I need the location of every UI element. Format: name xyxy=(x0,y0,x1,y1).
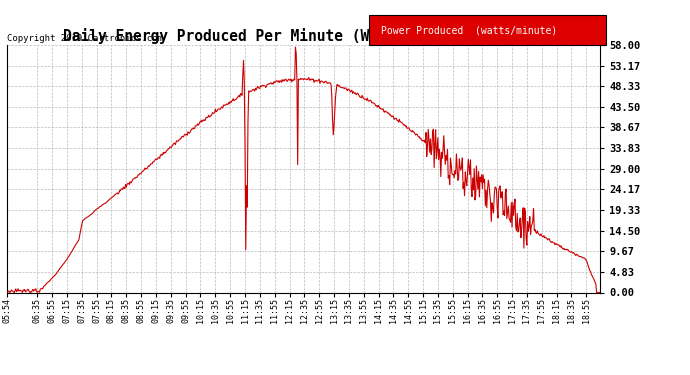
Text: Copyright 2019 Cartronics.com: Copyright 2019 Cartronics.com xyxy=(7,33,163,42)
Text: Power Produced  (watts/minute): Power Produced (watts/minute) xyxy=(381,25,557,35)
FancyBboxPatch shape xyxy=(369,15,607,45)
Title: Daily Energy Produced Per Minute (Wm) Thu Apr 25  19:32: Daily Energy Produced Per Minute (Wm) Th… xyxy=(63,28,544,44)
